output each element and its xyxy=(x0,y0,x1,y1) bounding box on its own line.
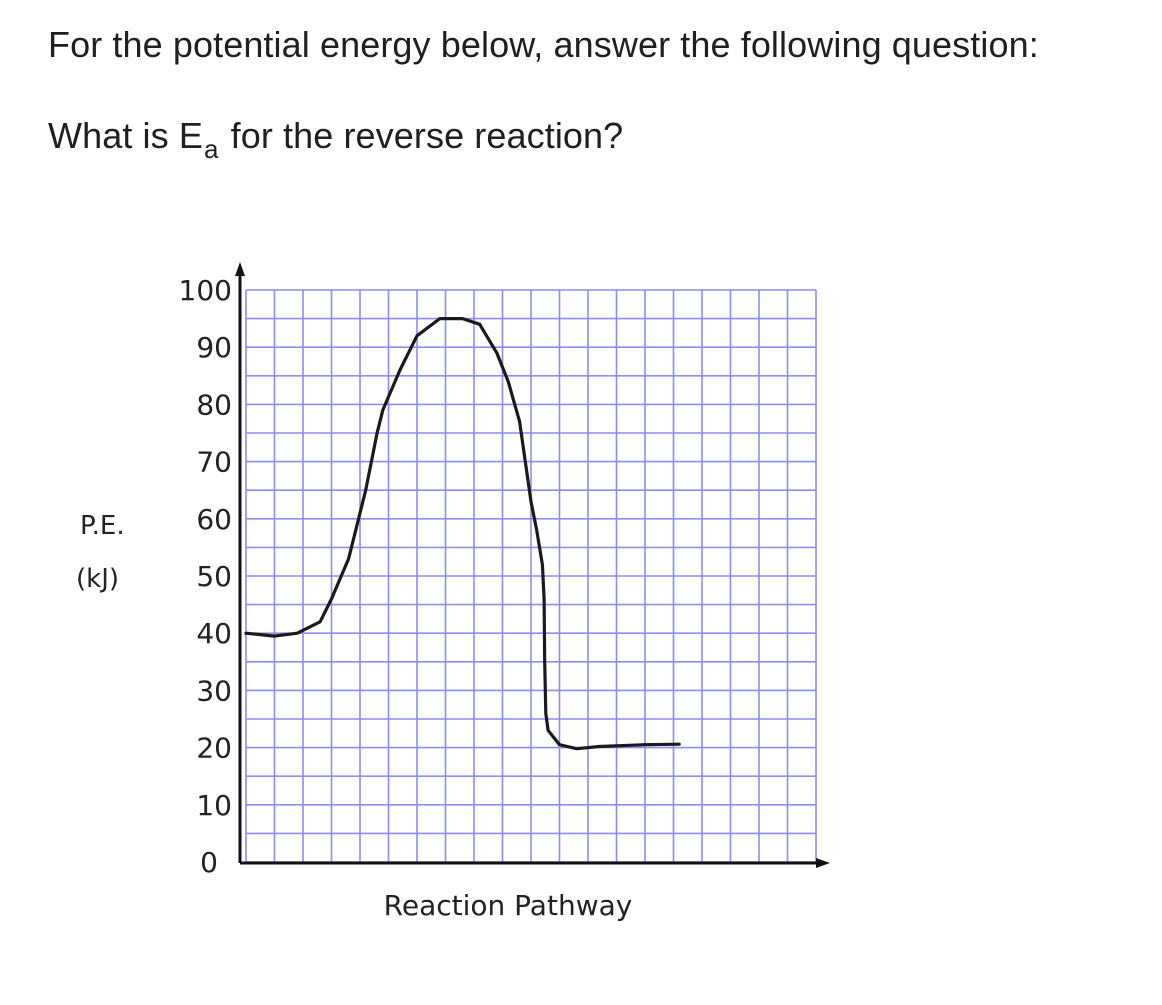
y-tick-label: 90 xyxy=(196,331,232,364)
prompt-text: What is E xyxy=(48,115,203,156)
y-tick-label: 100 xyxy=(179,274,232,307)
question-prompt: What is Ea for the reverse reaction? xyxy=(48,115,624,164)
y-tick-label: 20 xyxy=(196,732,232,765)
y-tick-label: 80 xyxy=(196,388,232,421)
y-axis-label-line-1: P.E. xyxy=(80,511,125,541)
y-tick-label: 70 xyxy=(196,446,232,479)
prompt-text-end: for the reverse reaction? xyxy=(220,115,624,156)
y-tick-label: 40 xyxy=(196,617,232,650)
question-intro: For the potential energy below, answer t… xyxy=(48,24,1039,65)
x-axis-label: Reaction Pathway xyxy=(384,889,633,922)
chart-grid xyxy=(245,289,817,863)
axis-labels: P.E. (kJ) Reaction Pathway xyxy=(76,511,632,922)
y-axis-label-line-2: (kJ) xyxy=(76,564,119,594)
y-tick-label: 30 xyxy=(196,674,232,707)
y-tick-label: 10 xyxy=(196,789,232,822)
chart-axes xyxy=(235,262,830,868)
y-tick-label: 60 xyxy=(196,503,232,536)
y-tick-label: 0 xyxy=(200,846,218,879)
x-axis-arrowhead xyxy=(816,858,830,868)
y-tick-label: 50 xyxy=(196,560,232,593)
activation-subscript: a xyxy=(203,134,219,164)
energy-curve-line xyxy=(244,317,681,751)
y-axis-arrowhead xyxy=(235,262,245,276)
energy-curve xyxy=(244,317,681,751)
